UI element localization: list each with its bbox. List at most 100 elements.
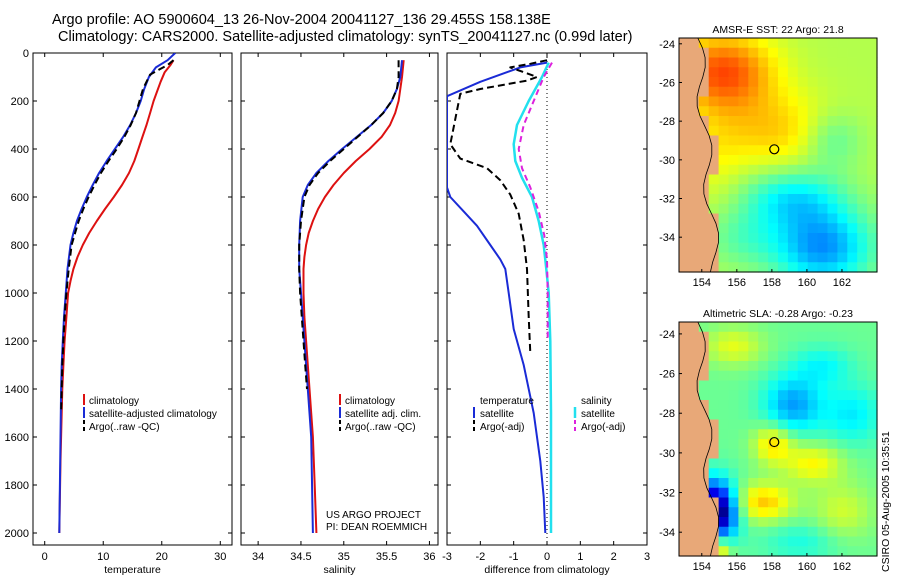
map-cell (797, 526, 809, 538)
map-cell (679, 194, 690, 205)
map-cell (718, 145, 730, 156)
map-cell (718, 468, 730, 479)
map-cell (807, 213, 819, 224)
map-cell (748, 419, 759, 430)
map-cell (837, 517, 848, 528)
map-cell (738, 448, 749, 460)
map-cell (867, 400, 878, 411)
map-cell (867, 184, 878, 195)
map-cell (768, 526, 779, 538)
map-cell (807, 478, 819, 489)
series-line-2 (58, 53, 176, 534)
map-cell (679, 370, 690, 382)
map-cell (718, 194, 730, 205)
map-cell (837, 213, 848, 224)
map-cell (688, 497, 700, 508)
map-cell (797, 322, 809, 333)
map-cell (827, 213, 838, 224)
map-cell (728, 145, 739, 156)
map-cell (768, 194, 779, 205)
map-cell (837, 135, 848, 146)
map-cell (787, 341, 799, 352)
map-cell (807, 380, 819, 391)
map-cell (768, 262, 779, 273)
map-cell (738, 155, 749, 166)
map-cell (837, 252, 848, 263)
y-tick-label: 800 (11, 240, 29, 252)
map-cell (867, 86, 878, 98)
map-y-tick-label: -34 (659, 232, 675, 244)
map-cell (847, 526, 858, 538)
map-cell (847, 341, 858, 352)
map-cell (797, 203, 809, 215)
map-cell (679, 526, 690, 538)
map-cell (698, 57, 710, 68)
map-cell (748, 106, 759, 117)
map-cell (748, 507, 759, 518)
map-cell (728, 233, 739, 244)
map-cell (847, 409, 858, 421)
map-cell (787, 125, 799, 137)
map-cell (807, 252, 819, 263)
map-cell (688, 262, 700, 273)
map-cell (758, 536, 769, 547)
map-cell (679, 409, 690, 421)
map-cell (748, 155, 759, 166)
map-cell (679, 458, 690, 469)
x-tick-label: 20 (156, 551, 168, 563)
map-cell (758, 38, 769, 49)
map-cell (807, 164, 819, 176)
map-cell (778, 400, 789, 411)
map-cell (679, 164, 690, 176)
map-cell (857, 67, 868, 78)
map-cell (778, 164, 789, 176)
map-cell (837, 38, 848, 49)
map-cell (787, 497, 799, 508)
map-cell (817, 155, 829, 166)
map-cell (708, 174, 720, 185)
map-cell (768, 106, 779, 117)
map-cell (797, 164, 809, 176)
map-cell (787, 252, 799, 263)
map-cell (768, 487, 779, 499)
map-cell (758, 155, 769, 166)
map-cell (768, 233, 779, 244)
map-cell (718, 429, 730, 440)
map-cell (797, 351, 809, 362)
map-cell (768, 145, 779, 156)
map-cell (778, 409, 789, 421)
map-cell (867, 96, 878, 107)
map-cell (827, 497, 838, 508)
map-cell (698, 242, 710, 254)
map-cell (718, 390, 730, 401)
map-cell (718, 233, 730, 244)
x-tick-label: 1 (577, 551, 583, 563)
map-cell (758, 262, 769, 273)
map-cell (708, 262, 720, 273)
map-cell (867, 526, 878, 538)
map-cell (787, 135, 799, 146)
project-note-line: US ARGO PROJECT (326, 510, 421, 521)
legend-panel-3: temperature satellite Argo(-adj) salinity sa… (473, 396, 625, 433)
map-cell (768, 361, 779, 372)
map-cell (718, 47, 730, 59)
x-tick-label: 35 (338, 551, 350, 563)
map-cell (738, 96, 749, 107)
map-cell (708, 233, 720, 244)
y-tick-label: 1600 (5, 432, 29, 444)
map-cell (708, 96, 720, 107)
map-cell (847, 184, 858, 195)
x-tick-label: -3 (442, 551, 452, 563)
map-cell (867, 390, 878, 401)
x-tick-label: 36 (423, 551, 435, 563)
map-cell (778, 526, 789, 538)
y-tick-label: 1800 (5, 480, 29, 492)
map-cell (837, 184, 848, 195)
map-cell (817, 361, 829, 372)
legend-entry: climatology (89, 396, 139, 407)
map-cell (857, 419, 868, 430)
map-cell (748, 96, 759, 107)
map-cell (837, 86, 848, 98)
map-cell (787, 400, 799, 411)
map-cell (748, 370, 759, 382)
